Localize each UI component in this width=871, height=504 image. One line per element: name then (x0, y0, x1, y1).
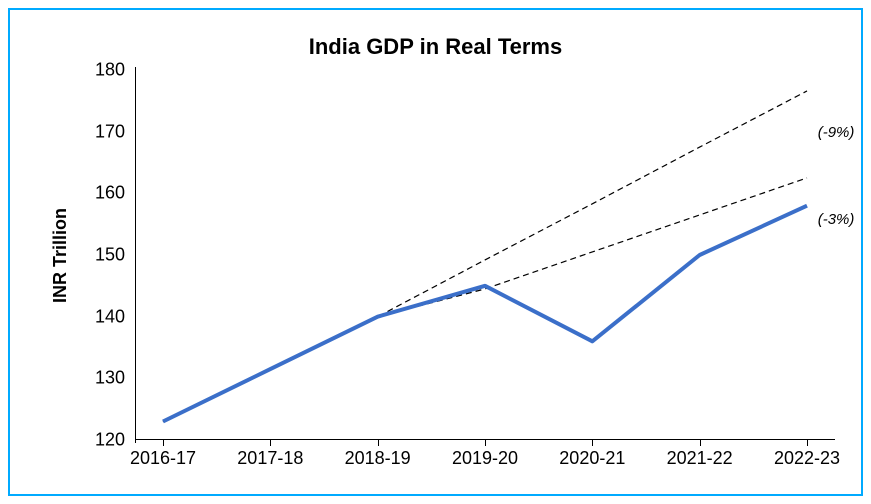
x-tick-mark (163, 440, 164, 446)
y-tick-mark (135, 314, 136, 320)
y-tick-mark (135, 252, 136, 258)
y-tick-mark (135, 129, 136, 135)
chart-title: India GDP in Real Terms (10, 34, 861, 60)
y-tick-label: 150 (95, 245, 135, 266)
plot-area: 1201301401501601701802016-172017-182018-… (135, 70, 835, 440)
actual-line (163, 206, 807, 422)
y-tick-label: 130 (95, 368, 135, 389)
y-tick-mark (135, 375, 136, 381)
y-tick-mark (135, 67, 136, 73)
x-tick-mark (592, 440, 593, 446)
chart-annotation: (-9%) (818, 124, 855, 141)
x-tick-mark (378, 440, 379, 446)
trend-upper-line (163, 91, 807, 422)
x-tick-mark (485, 440, 486, 446)
chart-frame: India GDP in Real Terms INR Trillion 120… (8, 8, 863, 496)
chart-annotation: (-3%) (818, 211, 855, 228)
y-tick-label: 180 (95, 60, 135, 81)
y-tick-label: 160 (95, 183, 135, 204)
chart-lines (135, 70, 835, 440)
trend-lower-line (163, 178, 807, 422)
y-tick-mark (135, 190, 136, 196)
y-tick-label: 140 (95, 306, 135, 327)
x-tick-mark (807, 440, 808, 446)
x-tick-mark (700, 440, 701, 446)
y-axis-label: INR Trillion (50, 70, 70, 440)
y-tick-label: 170 (95, 121, 135, 142)
x-tick-mark (270, 440, 271, 446)
